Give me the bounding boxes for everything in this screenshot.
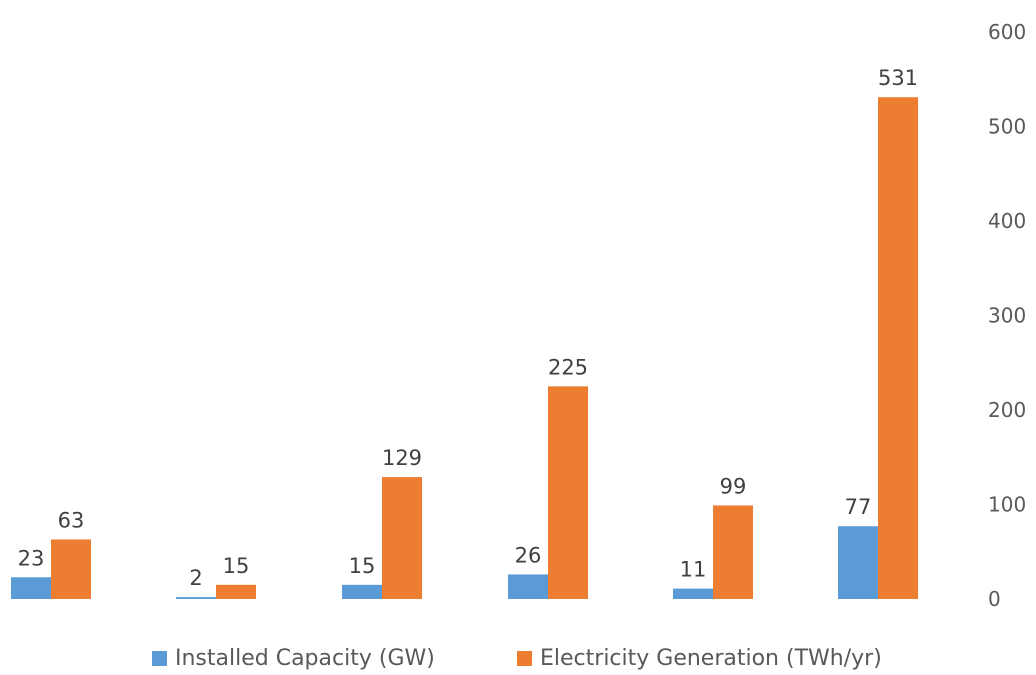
data-label-series1-group4: 26 — [515, 543, 542, 567]
legend-item-installed-capacity: Installed Capacity (GW) — [152, 646, 435, 671]
data-label-series1-group3: 15 — [349, 554, 376, 578]
data-label-series2-group3: 129 — [382, 446, 422, 470]
data-labels-layer: 23 2 15 26 11 77 63 15 129 225 99 531 — [18, 66, 918, 590]
y-tick-label: 400 — [988, 209, 1026, 233]
y-tick-label: 200 — [988, 398, 1026, 422]
y-tick-label: 0 — [988, 587, 1001, 611]
legend-swatch-blue — [152, 651, 167, 666]
legend-label-installed-capacity: Installed Capacity (GW) — [175, 646, 435, 671]
data-label-series2-group5: 99 — [720, 474, 747, 498]
y-tick-label: 300 — [988, 304, 1026, 328]
legend: Installed Capacity (GW) Electricity Gene… — [0, 644, 1036, 675]
legend-swatch-orange — [517, 651, 532, 666]
y-tick-label: 500 — [988, 115, 1026, 139]
data-label-series1-group2: 2 — [189, 566, 202, 590]
bar-series1-group3 — [342, 584, 382, 599]
bar-series2-group1 — [51, 539, 91, 599]
bars-layer — [11, 97, 918, 599]
bar-series2-group5 — [713, 505, 753, 599]
data-label-series2-group1: 63 — [58, 508, 85, 532]
data-label-series2-group4: 225 — [548, 355, 588, 379]
data-label-series2-group6: 531 — [878, 66, 918, 90]
legend-label-electricity-generation: Electricity Generation (TWh/yr) — [540, 646, 882, 671]
bar-series1-group4 — [508, 574, 548, 599]
legend-item-electricity-generation: Electricity Generation (TWh/yr) — [517, 646, 882, 671]
bar-series2-group3 — [382, 477, 422, 599]
bar-series2-group2 — [216, 584, 256, 599]
bar-series2-group4 — [548, 386, 588, 599]
bar-series1-group2 — [176, 597, 216, 599]
y-tick-label: 600 — [988, 20, 1026, 44]
bar-chart: 23 2 15 26 11 77 63 15 129 225 99 531 0 100 200 300 400… — [11, 20, 1026, 611]
data-label-series2-group2: 15 — [223, 554, 250, 578]
bar-series1-group5 — [673, 588, 713, 599]
data-label-series1-group6: 77 — [845, 495, 872, 519]
y-axis-ticks: 0 100 200 300 400 500 600 — [988, 20, 1026, 611]
data-label-series1-group1: 23 — [18, 546, 45, 570]
bar-series2-group6 — [878, 97, 918, 599]
y-tick-label: 100 — [988, 493, 1026, 517]
data-label-series1-group5: 11 — [680, 558, 707, 582]
bar-series1-group6 — [838, 526, 878, 599]
bar-series1-group1 — [11, 577, 51, 599]
